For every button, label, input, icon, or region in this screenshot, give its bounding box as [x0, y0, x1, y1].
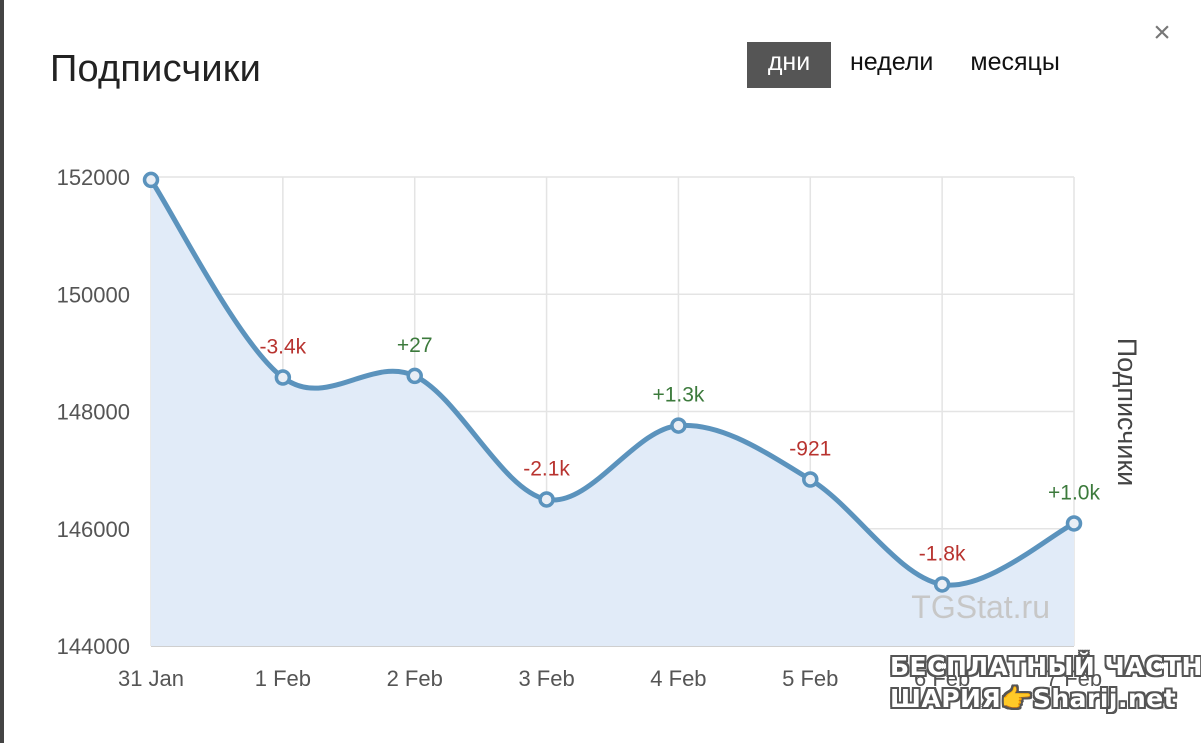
data-point[interactable]	[670, 417, 687, 434]
data-label: +1.3k	[652, 384, 704, 407]
y-tick-label: 150000	[57, 282, 130, 307]
data-label: -2.1k	[523, 457, 570, 480]
data-point[interactable]	[538, 491, 555, 508]
x-tick-label: 31 Jan	[118, 666, 184, 691]
chart-watermark: TGStat.ru	[911, 589, 1050, 625]
data-point[interactable]	[406, 367, 423, 385]
data-label: -921	[789, 438, 831, 461]
data-point[interactable]	[274, 369, 292, 386]
range-tabs: дни недели месяцы	[747, 42, 1060, 88]
data-point[interactable]	[142, 171, 160, 189]
tab-days[interactable]: дни	[747, 42, 831, 88]
data-point[interactable]	[1065, 515, 1083, 532]
x-tick-label: 2 Feb	[387, 666, 443, 691]
x-tick-label: 1 Feb	[255, 666, 311, 691]
x-tick-label: 7 Feb	[1046, 666, 1102, 691]
data-label: -1.8k	[919, 542, 966, 565]
y-tick-label: 148000	[57, 400, 130, 425]
tab-months[interactable]: месяцы	[970, 48, 1060, 76]
x-tick-label: 4 Feb	[650, 666, 706, 691]
data-label: +27	[397, 334, 433, 357]
data-point[interactable]	[802, 471, 819, 488]
page-title: Подписчики	[50, 48, 262, 90]
chart-area-fill	[151, 179, 1074, 646]
y-tick-label: 152000	[57, 165, 130, 190]
window-edge	[0, 0, 4, 743]
data-label: +1.0k	[1048, 481, 1100, 504]
close-icon[interactable]: ×	[1153, 16, 1171, 49]
x-tick-label: 5 Feb	[782, 666, 838, 691]
y-tick-label: 146000	[57, 517, 130, 542]
data-label: -3.4k	[260, 335, 307, 358]
overlay-watermark-line1: БЕСПЛАТНЫЙ ЧАСТНЫЙ	[890, 652, 1201, 681]
x-tick-label: 3 Feb	[518, 666, 574, 691]
data-point[interactable]	[933, 576, 951, 593]
x-tick-label: 6 Feb	[914, 666, 970, 691]
tab-weeks[interactable]: недели	[850, 48, 934, 76]
y-axis-label: Подписчики	[1112, 338, 1142, 487]
overlay-watermark-line2: ШАРИЯ👉Sharij.net	[890, 684, 1177, 713]
y-tick-label: 144000	[57, 634, 130, 659]
